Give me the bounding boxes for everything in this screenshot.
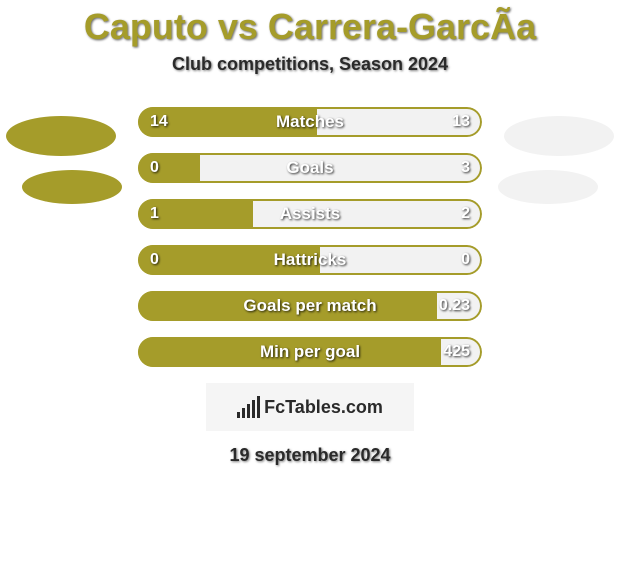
stat-value-right: 425: [443, 343, 470, 361]
logo-bar: [237, 412, 240, 418]
stat-label: Goals: [286, 158, 333, 178]
logo-bar: [247, 404, 250, 418]
avatar-right-top: [504, 116, 614, 156]
stat-label: Matches: [276, 112, 344, 132]
stat-value-right: 3: [461, 159, 470, 177]
logo-bars-icon: [237, 396, 260, 418]
logo-bar: [257, 396, 260, 418]
stat-label: Min per goal: [260, 342, 360, 362]
stat-row: Hattricks 0 0: [138, 245, 482, 275]
stat-value-left: 1: [150, 205, 159, 223]
avatar-right-bottom: [498, 170, 598, 204]
subtitle: Club competitions, Season 2024: [0, 54, 620, 75]
stat-value-left: 0: [150, 251, 159, 269]
date: 19 september 2024: [0, 445, 620, 466]
stat-row: Goals per match 0.23: [138, 291, 482, 321]
logo-bar: [252, 400, 255, 418]
logo-bar: [242, 408, 245, 418]
stat-value-left: 0: [150, 159, 159, 177]
stat-row: Min per goal 425: [138, 337, 482, 367]
stat-label: Assists: [280, 204, 340, 224]
stats-container: Matches1413Goals03Assists12Hattricks00Go…: [138, 107, 482, 367]
stat-value-right: 0.23: [439, 297, 470, 315]
stat-value-right: 2: [461, 205, 470, 223]
logo-text: FcTables.com: [264, 397, 383, 418]
stat-fill-left: [138, 153, 200, 183]
stat-row: Assists 1 2: [138, 199, 482, 229]
stat-label: Hattricks: [274, 250, 347, 270]
avatar-left-bottom: [22, 170, 122, 204]
stat-value-left: 14: [150, 113, 168, 131]
stat-label: Goals per match: [243, 296, 376, 316]
stat-row: Goals 0 3: [138, 153, 482, 183]
stat-value-right: 13: [452, 113, 470, 131]
stat-value-right: 0: [461, 251, 470, 269]
logo: FcTables.com: [206, 383, 414, 431]
stat-fill-right: [200, 153, 482, 183]
avatar-left-top: [6, 116, 116, 156]
stat-row: Matches 14 13: [138, 107, 482, 137]
header: Caputo vs Carrera-GarcÃa Club competitio…: [0, 0, 620, 75]
page-title: Caputo vs Carrera-GarcÃa: [0, 6, 620, 48]
